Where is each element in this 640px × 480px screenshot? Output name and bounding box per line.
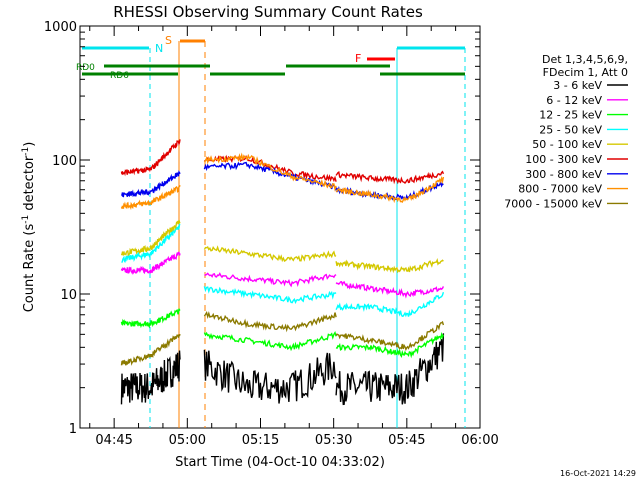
y-axis-label-sup: -1 <box>21 215 31 224</box>
series-line-25-50-kev <box>203 286 337 305</box>
series-line-800-7000-kev <box>203 152 337 192</box>
timestamp: 16-Oct-2021 14:29 <box>560 469 636 478</box>
series-line-50-100-kev <box>120 220 181 257</box>
series-line-50-100-kev <box>203 245 337 263</box>
series-line-12-25-kev <box>120 308 181 329</box>
plot-frame <box>79 25 481 429</box>
series-line-800-7000-kev <box>120 184 181 211</box>
legend: Det 1,3,4,5,6,9,FDecim 1, Att 03 - 6 keV… <box>504 53 628 210</box>
series-line-6-12-kev <box>204 272 337 288</box>
series-line-3-6-kev <box>335 333 445 406</box>
series-line-6-12-kev <box>335 280 445 299</box>
series-line-12-25-kev <box>203 331 337 352</box>
series-line-6-12-kev <box>120 251 181 275</box>
series-line-300-800-kev <box>120 170 181 198</box>
y-axis-label-part: detector <box>22 155 37 215</box>
x-tick-label: 05:00 <box>169 433 206 448</box>
series-line-100-300-kev <box>120 139 181 177</box>
legend-entry-label: 800 - 7000 keV <box>518 183 602 196</box>
series-line-3-6-kev <box>120 350 181 405</box>
rd6-flag-label: RD6 <box>110 71 129 81</box>
y-tick-label: 1000 <box>44 20 77 35</box>
legend-entry-label: 300 - 800 keV <box>525 168 602 181</box>
y-axis-label-part: Count Rate (s <box>22 224 37 313</box>
x-tick-label: 05:15 <box>242 433 279 448</box>
series-line-7000-15000-kev <box>203 310 337 333</box>
series-line-25-50-kev <box>121 222 181 264</box>
flag-bars: NS F RD0 RD6 <box>76 34 466 428</box>
axes: 1 10 100 1000 04:45 05:00 05:15 05:30 05:45 06:00 <box>44 20 499 448</box>
x-tick-label: 06:00 <box>461 433 498 448</box>
series-line-100-300-kev <box>335 170 445 185</box>
x-tick-label: 05:30 <box>315 433 352 448</box>
y-tick-label: 1 <box>69 422 77 437</box>
plot-area <box>79 25 481 429</box>
y-axis-label-part: ) <box>22 142 37 147</box>
legend-entry-label: 7000 - 15000 keV <box>504 197 602 210</box>
rd0-flag-label: RD0 <box>76 63 95 73</box>
x-tick-label: 04:45 <box>95 433 132 448</box>
legend-entry-label: 50 - 100 keV <box>532 138 602 151</box>
series-line-7000-15000-kev <box>335 320 445 352</box>
series-line-50-100-kev <box>335 258 444 274</box>
legend-header: FDecim 1, Att 0 <box>543 66 628 79</box>
saa-flag-label: S <box>165 34 172 47</box>
x-tick-label: 05:45 <box>388 433 425 448</box>
flare-flag-label: F <box>355 52 361 65</box>
x-axis-label: Start Time (04-Oct-10 04:33:02) <box>175 455 385 470</box>
series-line-800-7000-kev <box>335 175 445 204</box>
legend-entry-label: 6 - 12 keV <box>546 94 602 107</box>
series-line-7000-15000-kev <box>120 333 181 366</box>
series-line-300-800-kev <box>203 161 337 191</box>
legend-header: Det 1,3,4,5,6,9, <box>542 53 628 66</box>
data-series <box>120 139 445 406</box>
y-tick-label: 10 <box>60 288 77 303</box>
chart-title: RHESSI Observing Summary Count Rates <box>113 3 423 21</box>
y-tick-label: 100 <box>52 154 77 169</box>
series-line-25-50-kev <box>335 291 445 318</box>
legend-entry-label: 12 - 25 keV <box>539 109 602 122</box>
series-line-12-25-kev <box>335 331 445 359</box>
y-axis-label-sup: -1 <box>21 147 31 156</box>
y-axis-label: Count Rate (s-1 detector-1) <box>21 142 37 313</box>
legend-entry-label: 100 - 300 keV <box>525 153 602 166</box>
legend-entry-label: 25 - 50 keV <box>539 123 602 136</box>
night-flag-label: N <box>155 42 163 55</box>
legend-entry-label: 3 - 6 keV <box>553 79 602 92</box>
series-line-3-6-kev <box>203 349 337 404</box>
